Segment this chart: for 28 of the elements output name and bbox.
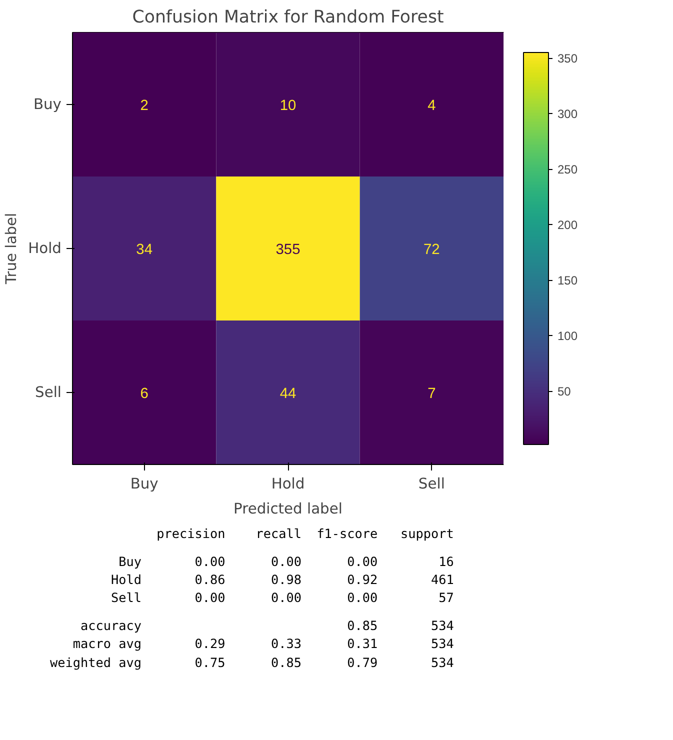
color-bar-label: 150: [558, 274, 578, 288]
data-label: 44: [280, 386, 296, 402]
color-bar-label: 300: [558, 107, 578, 122]
text: precision recall f1-score support: [156, 525, 454, 543]
color-bar-label: 250: [558, 162, 578, 177]
color-bar-label: 350: [558, 52, 578, 66]
data-label: 34: [136, 242, 152, 258]
text: accuracy 0.85 534 macro avg 0.29 0.33 0.31 534 weighted avg 0.75 0.85 0.79 534: [50, 617, 454, 672]
data-label: 4: [428, 98, 436, 114]
color-bar-label: 200: [558, 218, 578, 232]
y-tick-label: Buy: [33, 96, 62, 113]
y-axis-title: True label: [3, 212, 20, 286]
data-label: 10: [280, 98, 296, 114]
x-tick-label: Sell: [418, 476, 445, 492]
x-tick-label: Buy: [130, 476, 159, 492]
data-label: 355: [276, 242, 300, 258]
x-tick-label: Hold: [271, 476, 305, 492]
color-bar-label: 100: [558, 329, 578, 344]
data-label: 6: [140, 386, 148, 402]
text: Buy 0.00 0.00 0.00 16 Hold 0.86 0.98 0.92 461 Sell 0.00 0.00 0.00 57: [110, 553, 454, 608]
data-label: 2: [140, 98, 148, 114]
color-bar-label: 50: [558, 384, 572, 399]
x-axis-title: Predicted label: [234, 500, 342, 518]
data-label: 7: [428, 386, 436, 402]
chart-title: Confusion Matrix for Random Forest: [132, 8, 444, 28]
y-tick-label: Sell: [35, 384, 62, 401]
data-label: 72: [424, 242, 440, 258]
y-tick-label: Hold: [28, 240, 62, 257]
